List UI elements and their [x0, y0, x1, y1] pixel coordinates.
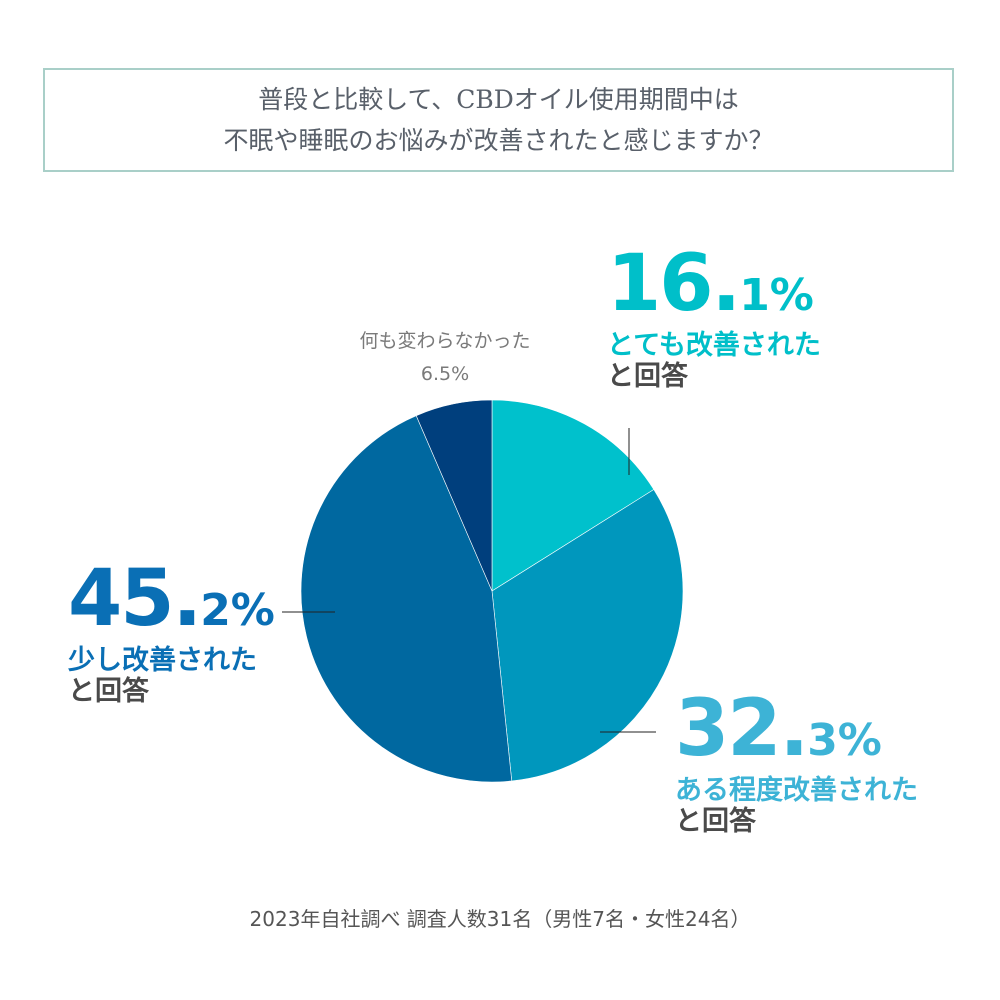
label-very-improved: 16.1% とても改善された と回答 — [607, 239, 821, 392]
survey-note: 2023年自社調べ 調査人数31名（男性7名・女性24名） — [249, 907, 751, 931]
pie-slice-3 — [415, 399, 493, 592]
pct-big: 32. — [675, 684, 809, 774]
pie-slice-1 — [491, 489, 684, 782]
answer-text: と回答 — [607, 360, 688, 392]
pct-small: 1% — [739, 270, 814, 321]
pct-big: 16. — [607, 239, 741, 329]
label-no-change: 何も変わらなかった 6.5% — [320, 325, 570, 391]
slice-label: ある程度改善された — [675, 774, 918, 806]
question-title: 普段と比較して、CBDオイル使用期間中は 不眠や睡眠のお悩みが改善されたと感じま… — [43, 68, 954, 172]
slice-label: 少し改善された — [68, 644, 257, 676]
slice-label: とても改善された — [607, 329, 821, 361]
pie-slice-0 — [491, 399, 655, 592]
title-line-2: 不眠や睡眠のお悩みが改善されたと感じますか？ — [223, 126, 774, 155]
slice-label: 何も変わらなかった — [359, 330, 531, 352]
title-line-1: 普段と比較して、CBDオイル使用期間中は — [258, 85, 739, 114]
slice-pct: 6.5% — [420, 363, 470, 385]
answer-text: と回答 — [675, 805, 756, 837]
pie-slice-2 — [300, 415, 513, 783]
pct-small: 2% — [200, 585, 275, 636]
pct-small: 3% — [807, 715, 882, 766]
answer-text: と回答 — [68, 675, 149, 707]
pct-big: 45. — [68, 554, 202, 644]
label-slightly-improved: 45.2% 少し改善された と回答 — [68, 554, 275, 707]
label-somewhat-improved: 32.3% ある程度改善された と回答 — [675, 684, 918, 837]
